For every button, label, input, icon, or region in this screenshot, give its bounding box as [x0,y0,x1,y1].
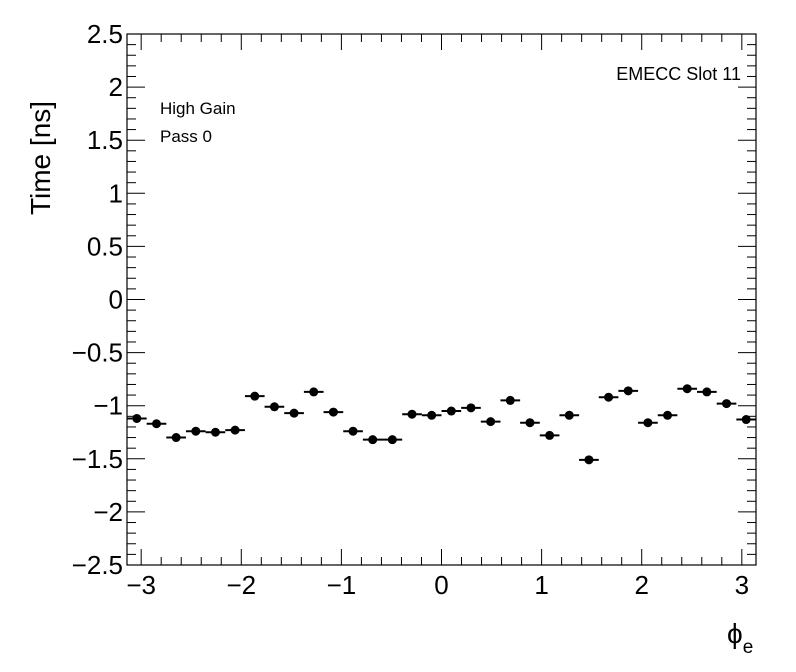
data-point [697,387,717,397]
y-tick-label: −1.5 [72,444,123,474]
y-tick-label: −1 [93,391,123,421]
data-point [185,426,206,436]
data-marker [210,427,220,437]
x-tick-label: 0 [434,570,448,600]
x-axis-title-subscript: e [743,637,754,658]
data-point [284,408,304,418]
data-marker [722,399,732,409]
y-tick-labels: −2.5 −2 −1.5 −1 −0.5 0 0.5 1 1.5 2 2.5 [72,19,123,580]
y-tick-label: 1.5 [87,125,123,155]
axis-ticks [127,33,756,566]
y-tick-label: 2 [109,72,123,102]
x-tick-label: 2 [634,570,648,600]
data-point [539,430,560,440]
data-points [127,384,756,465]
data-marker [741,415,751,425]
data-point [638,418,658,428]
data-marker [328,407,338,417]
data-point [323,407,344,417]
data-point [264,402,285,412]
data-point [362,435,383,445]
data-marker [368,435,378,445]
data-point [205,427,226,437]
data-point [520,418,540,428]
data-point [618,386,639,396]
x-tick-labels: −3 −2 −1 0 1 2 3 [126,570,749,600]
data-marker [387,435,397,445]
data-marker [505,395,515,405]
x-axis-title-main: ϕ [727,618,743,649]
y-tick-label: −2 [93,497,123,527]
data-marker [151,419,161,429]
data-point [657,410,678,420]
data-point [579,455,599,465]
data-marker [564,410,574,420]
data-point [480,417,501,427]
data-point [382,435,403,445]
data-point [598,392,619,402]
annotation-pass: Pass 0 [160,127,212,146]
data-marker [250,391,260,401]
data-marker [623,386,633,396]
data-point [736,415,756,425]
data-marker [702,387,712,397]
data-point [421,410,442,420]
data-marker [427,410,437,420]
x-axis-title: ϕe [727,618,753,658]
y-tick-label: 2.5 [87,19,123,49]
y-tick-label: 0 [109,285,123,315]
data-point [716,399,737,409]
data-point [343,426,363,436]
data-marker [446,406,456,416]
data-marker [289,408,299,418]
data-point [461,403,481,413]
x-tick-label: −3 [126,570,156,600]
data-marker [643,418,653,428]
data-point [244,391,265,401]
data-marker [584,455,594,465]
x-tick-label: −2 [226,570,256,600]
data-marker [309,387,319,397]
x-tick-label: 3 [735,570,749,600]
data-point [677,384,698,394]
data-point [127,413,147,423]
data-marker [171,433,181,443]
data-marker [132,413,142,423]
data-marker [545,430,555,440]
annotation-gain: High Gain [160,99,236,118]
data-marker [348,426,358,436]
x-tick-label: 1 [534,570,548,600]
data-marker [663,410,673,420]
y-tick-label: −0.5 [72,338,123,368]
data-marker [466,403,476,413]
data-point [225,425,245,435]
data-marker [525,418,535,428]
data-marker [682,384,692,394]
data-point [303,387,324,397]
y-axis-title: Time [ns] [25,101,56,215]
y-tick-label: −2.5 [72,550,123,580]
data-marker [407,409,417,419]
data-point [559,410,580,420]
data-point [441,406,462,416]
data-point [500,395,521,405]
data-marker [191,426,201,436]
data-point [166,433,186,443]
y-tick-label: 1 [109,178,123,208]
x-tick-label: −1 [327,570,357,600]
y-tick-label: 0.5 [87,231,123,261]
data-point [402,409,422,419]
annotation-slot: EMECC Slot 11 [616,64,741,84]
data-marker [230,425,240,435]
data-marker [269,402,279,412]
data-marker [486,417,496,427]
data-marker [604,392,614,402]
data-point [146,419,167,429]
